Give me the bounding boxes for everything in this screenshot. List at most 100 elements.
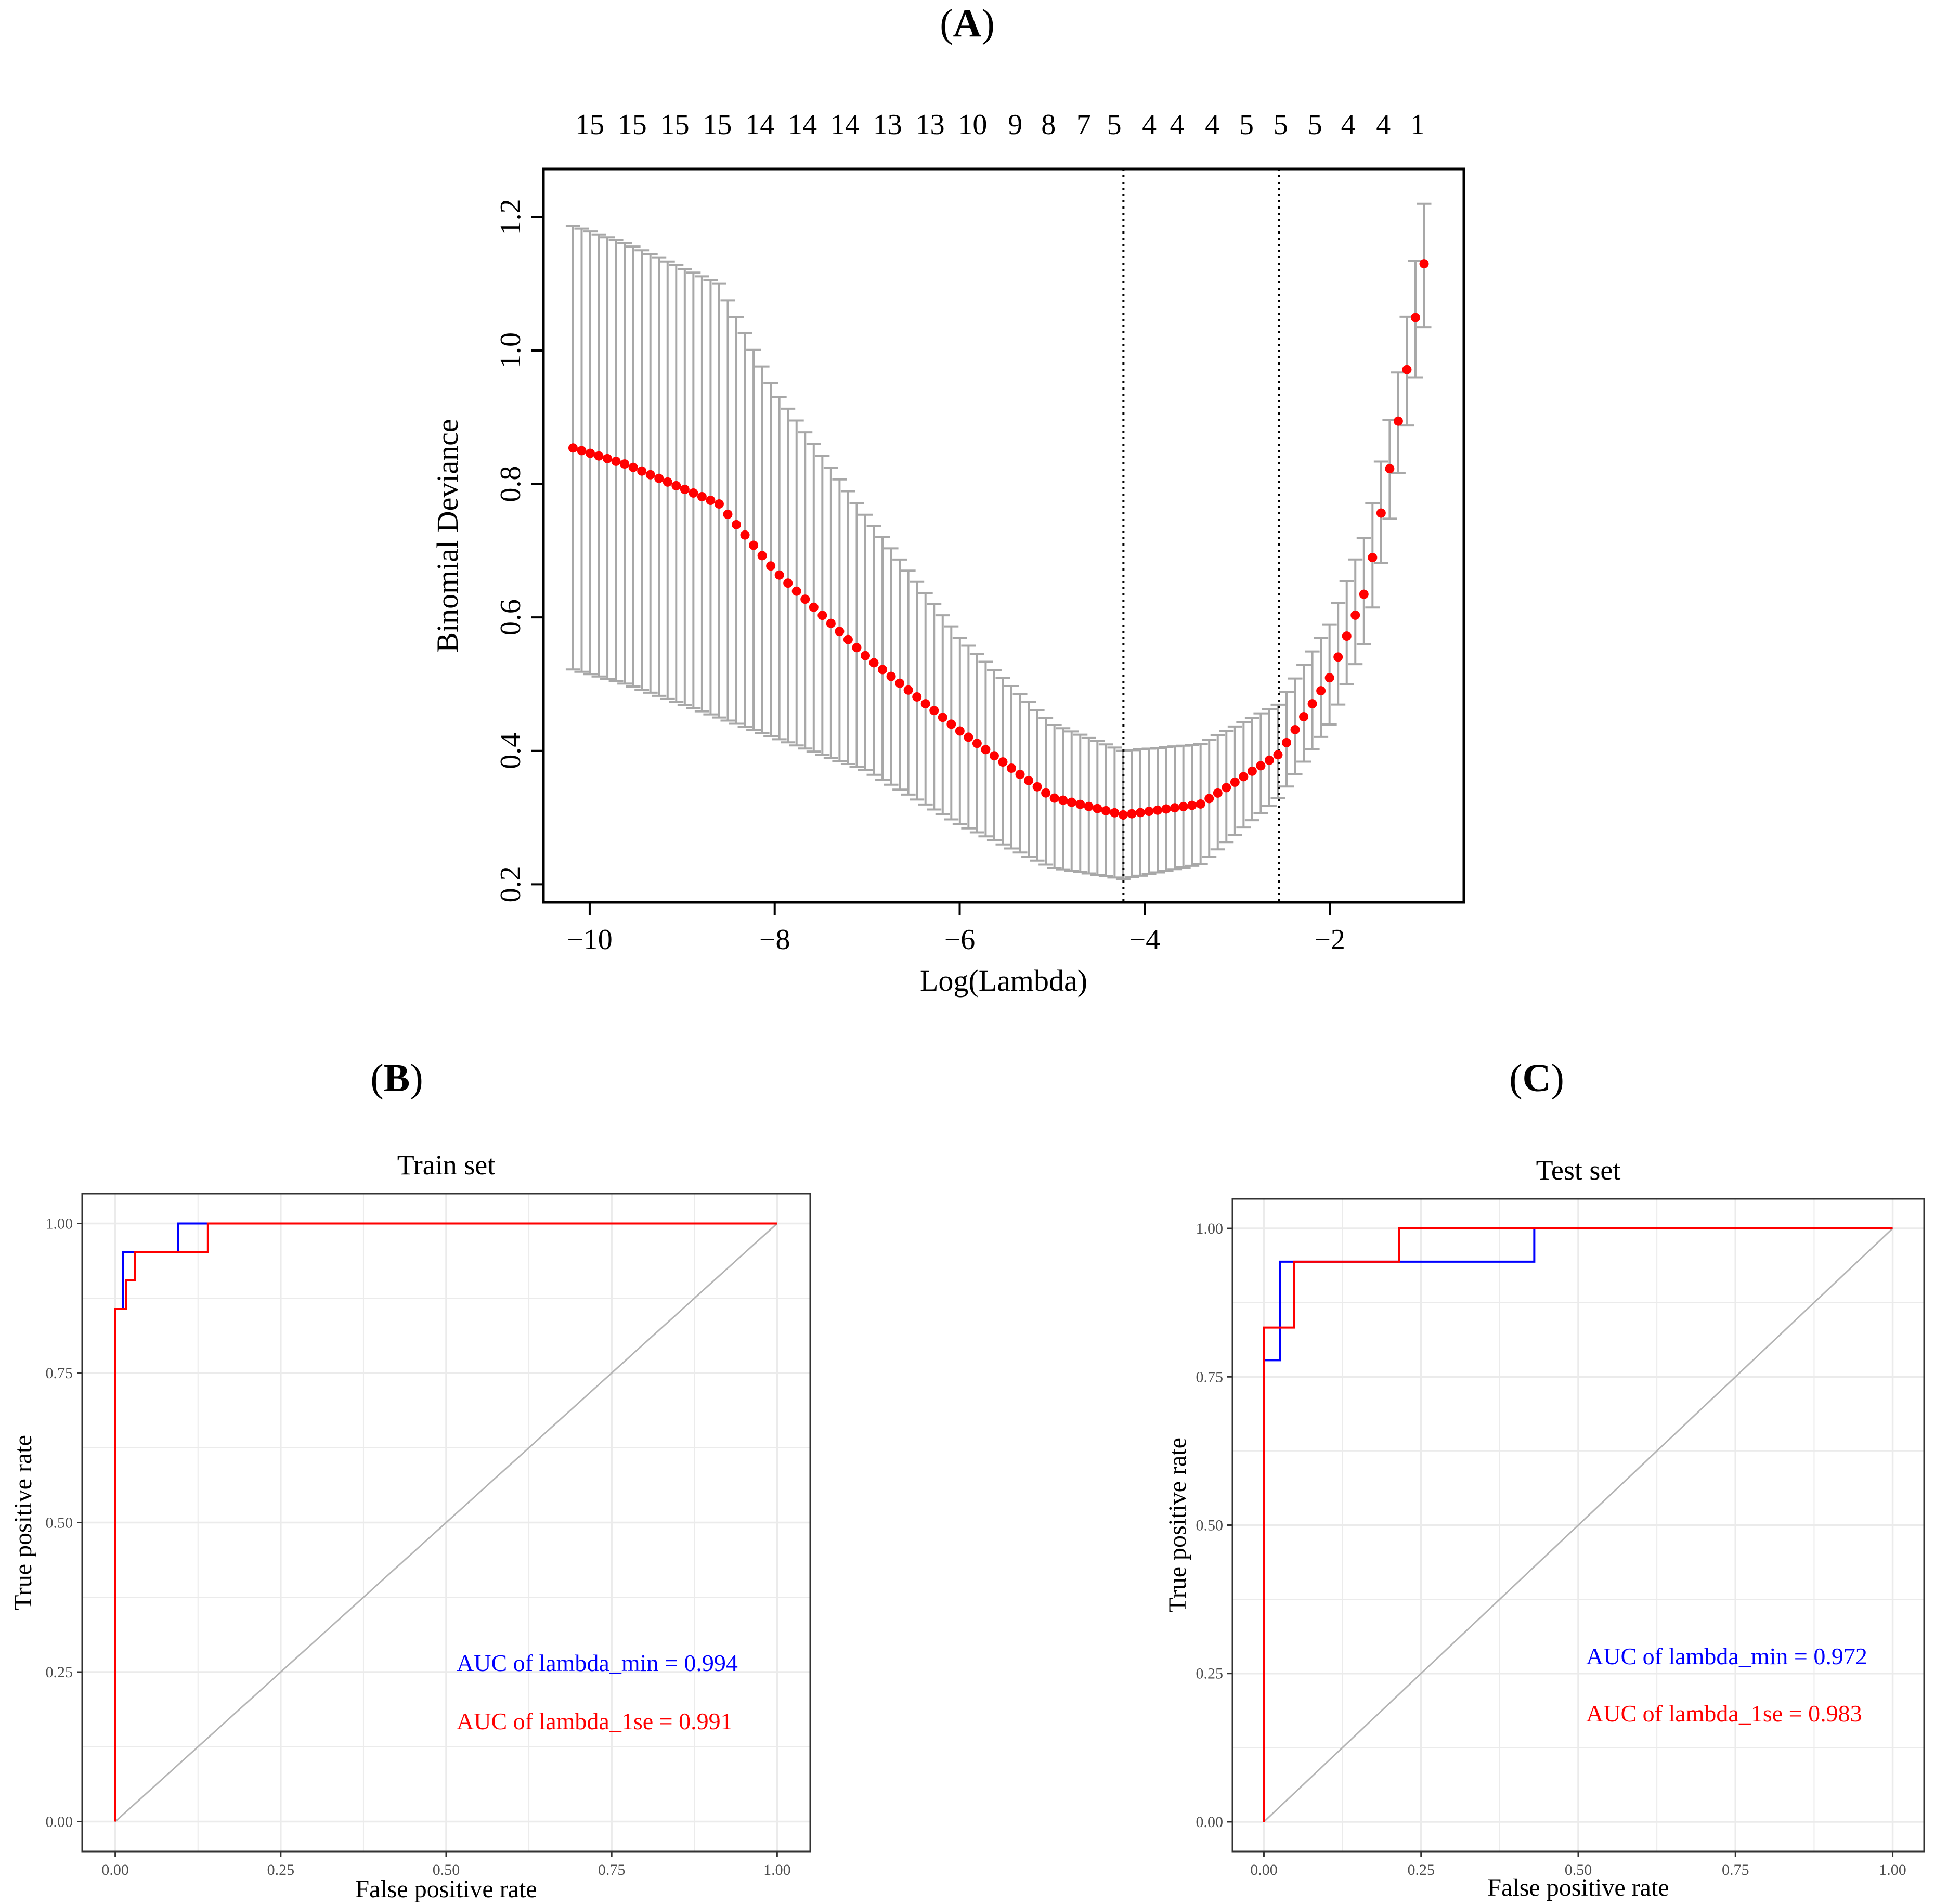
c-y-axis-label: True positive rate — [1164, 1437, 1191, 1613]
a-top-axis-label: 14 — [788, 109, 817, 141]
a-deviance-point — [1101, 806, 1111, 815]
panel-c-test-roc: 0.00 0.00 0.25 0.25 0.50 0.50 0.75 0.75 1.00 1.00… — [1164, 1155, 1925, 1901]
a-top-axis-label: 9 — [1008, 109, 1022, 141]
a-deviance-point — [585, 448, 595, 458]
a-points — [568, 259, 1429, 820]
a-x-tick-label: −10 — [567, 924, 613, 956]
a-top-axis-label: 1 — [1410, 109, 1425, 141]
a-deviance-point — [637, 466, 647, 476]
a-deviance-point — [1024, 775, 1034, 785]
a-deviance-point — [955, 726, 965, 736]
a-top-axis: 15 15 15 15 14 14 14 13 13 10 9 8 7 5 4 4 4 5 5 5 4 4 1 — [575, 109, 1425, 141]
panel-b-train-roc: 0.00 0.00 0.25 0.25 0.50 0.50 0.75 0.75 1.00 1.00… — [9, 1149, 811, 1903]
a-deviance-point — [1282, 737, 1292, 747]
b-roc-reference — [114, 1223, 778, 1822]
a-top-axis-label: 14 — [745, 109, 774, 141]
a-deviance-point — [1213, 788, 1223, 798]
a-deviance-point — [791, 586, 801, 596]
a-deviance-point — [878, 665, 888, 675]
a-top-axis-label: 5 — [1107, 109, 1122, 141]
a-y-tick-label: 1.2 — [495, 199, 527, 235]
a-deviance-point — [929, 706, 939, 716]
a-deviance-point — [809, 602, 819, 612]
a-deviance-point — [972, 739, 982, 748]
a-y-tick-label: 0.4 — [495, 733, 527, 769]
a-deviance-point — [886, 671, 896, 681]
a-deviance-point — [1170, 803, 1180, 813]
c-x-tick-label: 0.25 — [1407, 1861, 1435, 1879]
a-deviance-point — [895, 678, 905, 688]
b-y-tick-label: 0.50 — [46, 1514, 73, 1532]
c-x-tick-label: 0.50 — [1565, 1861, 1592, 1879]
a-deviance-point — [732, 520, 742, 529]
c-y-tick-label: 0.00 — [1196, 1814, 1224, 1831]
c-y-tick-label: 0.50 — [1196, 1517, 1224, 1534]
c-x-tick-label: 0.00 — [1250, 1861, 1278, 1879]
c-title: Test set — [1536, 1155, 1621, 1186]
b-x-tick-label: 1.00 — [763, 1861, 791, 1879]
b-y-tick-label: 0.75 — [46, 1365, 73, 1382]
a-deviance-point — [645, 470, 655, 480]
a-deviance-point — [603, 454, 613, 463]
b-auc-min-label: AUC of lambda_min = 0.994 — [457, 1650, 738, 1676]
a-top-axis-label: 15 — [703, 109, 732, 141]
b-y-tick-label: 1.00 — [46, 1215, 73, 1233]
a-top-axis-label: 15 — [575, 109, 604, 141]
a-deviance-point — [671, 481, 681, 490]
a-top-axis-label: 8 — [1041, 109, 1056, 141]
a-top-axis-label: 5 — [1239, 109, 1254, 141]
a-x-tick-label: −8 — [759, 924, 790, 956]
a-deviance-point — [568, 443, 578, 453]
a-deviance-point — [628, 462, 638, 472]
a-y-axis-label: Binomial Deviance — [431, 419, 464, 652]
b-y-tick-label: 0.00 — [46, 1814, 73, 1831]
a-top-axis-label: 5 — [1274, 109, 1288, 141]
b-roc-lambda-1se — [114, 1222, 777, 1822]
a-deviance-point — [835, 627, 845, 637]
a-deviance-point — [740, 530, 750, 540]
a-top-axis-label: 15 — [618, 109, 647, 141]
a-deviance-point — [714, 499, 724, 509]
a-deviance-point — [1376, 508, 1386, 518]
b-y-tick-label: 0.25 — [46, 1664, 73, 1681]
a-deviance-point — [1127, 809, 1137, 819]
a-deviance-point — [723, 509, 733, 519]
a-y-axis: 0.2 0.4 0.6 0.8 1.0 1.2 — [495, 199, 543, 902]
a-top-axis-label: 4 — [1170, 109, 1185, 141]
a-y-tick-label: 0.8 — [495, 466, 527, 502]
a-deviance-point — [1041, 788, 1051, 798]
c-x-tick-label: 0.75 — [1722, 1861, 1749, 1879]
a-deviance-point — [663, 477, 672, 487]
a-deviance-point — [1032, 782, 1042, 792]
a-deviance-point — [611, 456, 621, 466]
a-deviance-point — [920, 699, 930, 709]
a-deviance-point — [1144, 807, 1154, 817]
a-deviance-point — [800, 594, 810, 604]
panel-label-b: (B) — [370, 1056, 423, 1100]
a-deviance-point — [1084, 801, 1094, 811]
a-deviance-point — [860, 651, 870, 660]
a-deviance-point — [1316, 686, 1326, 696]
a-deviance-point — [1196, 799, 1205, 809]
a-deviance-point — [749, 540, 759, 550]
a-top-axis-label: 4 — [1205, 109, 1219, 141]
a-deviance-point — [1350, 610, 1360, 620]
a-deviance-point — [843, 634, 853, 644]
a-deviance-point — [826, 618, 836, 628]
a-deviance-point — [964, 732, 973, 742]
a-deviance-point — [1402, 365, 1412, 374]
b-roc-lines — [114, 1222, 778, 1822]
a-deviance-point — [1007, 763, 1017, 773]
a-top-axis-label: 13 — [916, 109, 945, 141]
a-top-axis-label: 4 — [1341, 109, 1356, 141]
a-deviance-point — [1290, 724, 1300, 734]
a-deviance-point — [1058, 795, 1068, 805]
b-gridlines — [82, 1194, 810, 1851]
c-y-tick-label: 0.75 — [1196, 1368, 1224, 1385]
a-deviance-point — [1067, 797, 1076, 807]
c-x-axis-label: False positive rate — [1487, 1874, 1669, 1901]
a-deviance-point — [654, 473, 664, 483]
a-top-axis-label: 4 — [1376, 109, 1391, 141]
a-deviance-point — [1342, 631, 1352, 641]
